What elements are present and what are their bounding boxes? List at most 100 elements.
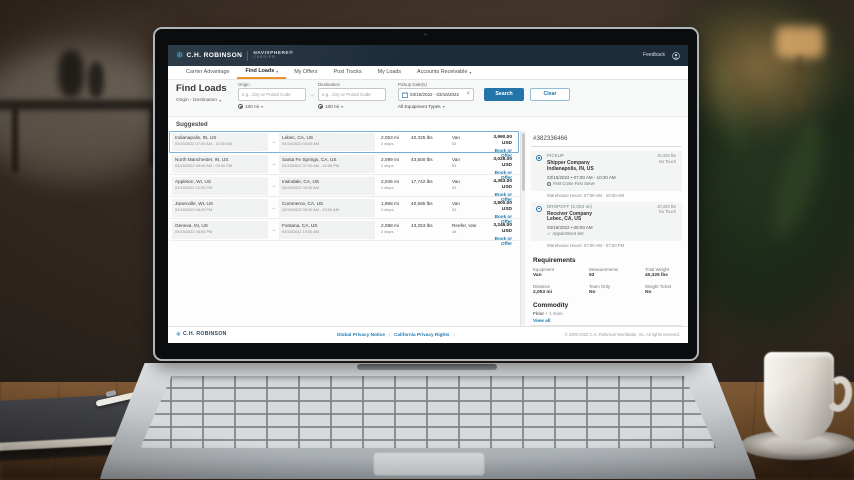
book-or-offer-link[interactable]: Book or Offer [494,213,512,224]
clear-date-icon[interactable]: × [466,91,470,98]
dropoff-meta: 40,325 lbs No Touch [657,204,676,216]
load-list: Indianapolis, IN, US 03/15/2022 07:00 AM… [168,131,520,326]
search-mode-label: Origin - Destination [176,98,218,103]
search-button[interactable]: Search [484,88,524,101]
destination-time: 03/19/2022 07:00 AM - 12:00 PM [282,164,340,169]
equipment-length: 53 [452,207,457,213]
weight-value: 40,325 lbs [411,135,433,141]
equipment-value: Van [452,157,460,163]
destination-time: 03/19/2022 10:00 AM [282,230,319,235]
scrollbar-thumb[interactable] [521,133,525,192]
nav-carrier-advantage[interactable]: Carrier Advantage [178,66,237,79]
footer-links: Global Privacy Notice | California Priva… [227,332,565,338]
origin-city: Indianapolis, IN, US [175,135,217,141]
blurred-chair-shadow [0,100,150,185]
load-row[interactable]: Geneva, IN, US 03/15/2022 06:00 PM → Fon… [169,219,519,246]
commodity-primary: Floor [533,311,544,317]
arrow-right-icon: → [309,92,315,98]
req-label: Equipment [533,267,554,273]
requirements-grid: Equipment Van Measurements 53 Total Weig… [531,267,682,295]
destination-radius-value: 100 mi [325,104,340,109]
stops-value: 2 stops [381,207,394,213]
pickup-date-value: 03/15/2022 - 03/16/2022 [410,91,460,97]
nav-my-offers[interactable]: My Offers [286,66,325,79]
feedback-link[interactable]: Feedback [643,51,665,58]
origin-input[interactable]: e.g., City or Postal Code [238,88,306,102]
search-mode-dropdown[interactable]: Origin - Destination ▾ [176,98,221,104]
arrow-right-icon: → [270,160,277,167]
req-value: No [645,290,652,295]
destination-input[interactable]: e.g., City or Postal Code [318,88,386,102]
global-privacy-link[interactable]: Global Privacy Notice [336,332,385,338]
destination-cell: Commerce, CA, US 03/19/2022 05:00 AM - 1… [279,199,375,218]
req-distance: Distance 2,053 mi [533,284,589,296]
nav-post-trucks[interactable]: Post Trucks [325,66,369,79]
dropoff-warehouse-hours: Warehouse Hours: 07:00 AM - 07:00 PM [547,243,625,249]
origin-time: 03/15/2022 06:00 PM [175,230,213,235]
search-filter-bar: Find Loads Origin - Destination ▾ Origin… [168,80,688,117]
load-number: #382336466 [531,133,682,148]
origin-placeholder: e.g., City or Postal Code [242,91,291,97]
nav-my-loads[interactable]: My Loads [370,66,409,79]
equipment-value: Van [452,179,460,185]
req-label: Weight Ticket [645,283,672,289]
destination-time: 03/19/2022 05:00 AM - 10:00 AM [282,208,339,213]
book-or-offer-link[interactable]: Book or Offer [494,191,512,202]
miles-value: 2,099 mi [381,157,399,163]
origin-cell: Indianapolis, IN, US 03/15/2022 07:00 AM… [172,133,268,152]
price-cell: 3,246.00 USD Book or Offer [489,221,516,246]
nav-accounts-receivable[interactable]: Accounts Receivable ▾ [409,66,479,79]
req-measurements: Measurements 53 [589,267,645,279]
price-value: 3,028.00 USD [493,157,512,168]
chevron-down-icon: ▾ [442,103,445,109]
equipment-cell: Van 53 [452,177,489,195]
load-row[interactable]: North Manchester, IN, US 03/15/2022 08:0… [169,153,519,180]
miles-cell: 2,053 mi 2 stops [375,133,411,151]
equipment-length: 48 [452,229,457,235]
vase [58,50,84,98]
load-row-selected[interactable]: Indianapolis, IN, US 03/15/2022 07:00 AM… [169,131,519,158]
req-weight-ticket: Weight Ticket No [645,284,682,296]
origin-radius-value: 100 mi [245,104,260,109]
equipment-value: Reefer, Van [452,223,477,229]
nav-label: Post Trucks [333,69,362,76]
pickup-date-input[interactable]: 03/15/2022 - 03/16/2022 × [398,88,474,102]
california-privacy-link[interactable]: California Privacy Rights [394,332,450,338]
chevron-down-icon: ▾ [276,68,279,74]
destination-time: 03/19/2022 08:00 AM [282,142,319,147]
dropoff-datetime: 03/19/2022 • 08:00 AM [547,225,593,231]
nav-label: Find Loads [245,68,275,75]
footer-logo: ❄ C.H. ROBINSON [176,331,227,338]
commodity-title: Commodity [533,301,569,309]
book-or-offer-link[interactable]: Book or Offer [494,169,512,180]
weight-value: 40,585 lbs [411,201,433,207]
req-value: Van [533,273,542,279]
user-account-icon[interactable] [672,51,680,60]
destination-radius-dropdown[interactable]: 100 mi ▾ [318,104,343,110]
origin-cell: Janesville, WI, US 03/15/2022 06:00 PM [172,199,268,218]
origin-radius-dropdown[interactable]: 100 mi ▾ [238,103,264,110]
main-nav: Carrier Advantage Find Loads ▾ My Offers … [168,66,688,80]
weight-cell: 40,325 lbs [411,133,452,151]
destination-placeholder: e.g., City or Postal Code [322,91,371,97]
origin-field-group: Origin e.g., City or Postal Code [238,82,306,102]
logo-divider [247,50,249,61]
chr-snowflake-icon: ❄ [176,50,184,60]
dropoff-label: DROPOFF (2,053 mi) [547,203,593,209]
load-row[interactable]: Janesville, WI, US 03/15/2022 06:00 PM →… [169,197,519,224]
book-or-offer-link[interactable]: Book or Offer [494,147,512,158]
load-row[interactable]: Appleton, WI, US 03/15/2022 12:00 PM → I… [169,175,519,202]
clear-button[interactable]: Clear [530,88,570,101]
pickup-card: PICKUP 40,325 lbs No Touch Shipper Compa… [531,151,682,191]
req-label: Team Only [589,283,610,289]
origin-time: 03/15/2022 12:00 PM [175,186,213,191]
equipment-type-dropdown[interactable]: All Equipment Types ▾ [398,104,445,109]
chevron-down-icon: ▾ [261,103,264,109]
view-all-link[interactable]: View all [533,319,551,325]
price-cell: 4,353.00 USD Book or Offer [489,177,516,202]
destination-city: Irwindale, CA, US [282,179,319,185]
destination-field-group: Destination e.g., City or Postal Code [318,82,386,102]
arrow-right-icon: → [270,182,277,189]
nav-find-loads[interactable]: Find Loads ▾ [237,66,287,79]
book-or-offer-link[interactable]: Book or Offer [494,235,512,246]
